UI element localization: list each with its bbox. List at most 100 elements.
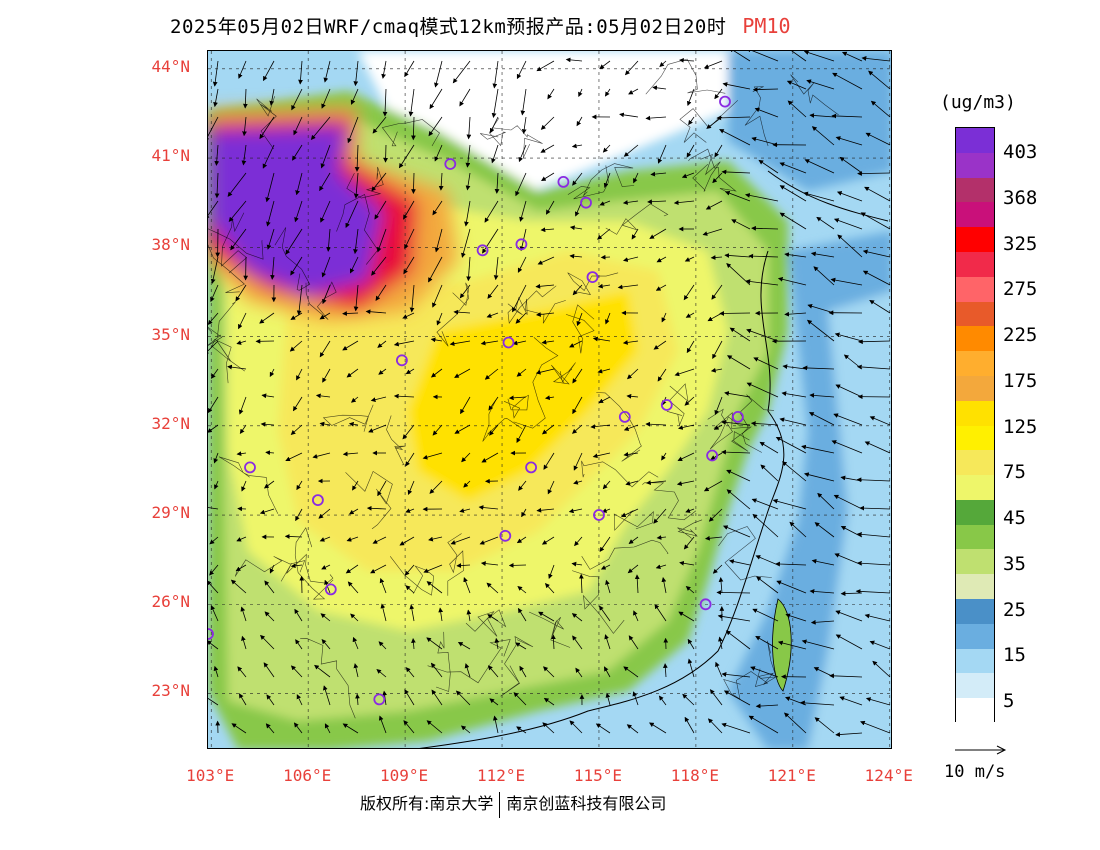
wind-arrow bbox=[811, 126, 835, 146]
wind-arrow bbox=[260, 634, 275, 650]
wind-arrow bbox=[399, 536, 415, 546]
wind-arrow bbox=[408, 88, 415, 117]
wind-arrow bbox=[434, 228, 443, 253]
wind-arrow bbox=[673, 200, 695, 205]
colorbar-segment bbox=[956, 152, 994, 179]
wind-arrow bbox=[748, 253, 779, 259]
wind-arrow bbox=[551, 634, 556, 650]
station-marker bbox=[719, 95, 731, 108]
wind-arrow bbox=[230, 228, 247, 251]
colorbar-segment bbox=[956, 351, 994, 377]
province-boundary bbox=[679, 100, 739, 143]
wind-arrow bbox=[213, 665, 219, 678]
wind-arrow bbox=[592, 452, 611, 459]
wind-arrow bbox=[809, 113, 835, 118]
wind-arrow bbox=[652, 85, 667, 91]
wind-arrow bbox=[752, 513, 779, 538]
wind-arrow bbox=[839, 696, 863, 706]
province-boundary bbox=[645, 58, 726, 95]
wind-arrow bbox=[295, 508, 303, 522]
lat-label: 32°N bbox=[151, 413, 190, 433]
wind-arrow bbox=[393, 340, 415, 347]
wind-arrow bbox=[293, 722, 303, 734]
wind-arrow bbox=[830, 277, 863, 286]
wind-arrow bbox=[784, 712, 807, 734]
wind-arrow bbox=[353, 284, 359, 312]
wind-arrow bbox=[377, 480, 387, 497]
wind-arrow bbox=[543, 452, 555, 470]
wind-arrow bbox=[486, 582, 499, 594]
wind-arrow bbox=[605, 692, 611, 706]
wind-arrow bbox=[650, 171, 667, 177]
wind-arrow bbox=[714, 88, 723, 100]
station-marker bbox=[580, 196, 592, 209]
wind-arrow bbox=[350, 613, 359, 622]
wind-arrow bbox=[322, 368, 331, 383]
wind-arrow bbox=[377, 340, 387, 348]
wind-arrow bbox=[724, 253, 751, 258]
wind-arrow bbox=[368, 424, 387, 433]
colorbar-unit: (ug/m3) bbox=[940, 92, 1016, 113]
wind-arrow bbox=[755, 555, 779, 566]
wind-arrow bbox=[626, 393, 639, 399]
wind-arrow bbox=[512, 340, 527, 346]
wind-arrow bbox=[260, 421, 275, 427]
station-marker bbox=[444, 158, 457, 170]
open-ocean bbox=[808, 291, 891, 748]
wind-arrow bbox=[210, 284, 219, 303]
wind-arrow bbox=[746, 51, 779, 62]
wind-arrow bbox=[259, 116, 275, 140]
wind-arrow bbox=[319, 536, 331, 542]
wind-arrow bbox=[508, 562, 527, 568]
colorbar-segment bbox=[956, 599, 994, 625]
wind-arrow bbox=[352, 636, 359, 650]
wind-arrow bbox=[372, 536, 387, 544]
colorbar-segment bbox=[956, 128, 994, 154]
wind-arrow bbox=[540, 227, 555, 233]
wind-arrow bbox=[494, 172, 500, 194]
pm10-map bbox=[208, 51, 891, 748]
wind-arrow bbox=[836, 191, 863, 202]
wind-arrow bbox=[571, 143, 583, 149]
wind-arrow bbox=[655, 284, 667, 291]
wind-arrow bbox=[831, 440, 863, 454]
wind-arrow bbox=[623, 144, 639, 157]
colorbar-level: 403 bbox=[1003, 141, 1038, 163]
wind-arrow bbox=[411, 638, 416, 650]
wind-arrow bbox=[685, 312, 695, 318]
wind-arrow bbox=[236, 536, 247, 542]
station-marker bbox=[593, 509, 605, 521]
wind-arrow bbox=[515, 172, 527, 197]
wind-arrow bbox=[516, 536, 527, 544]
province-boundary bbox=[515, 296, 566, 324]
colorbar-segment bbox=[956, 375, 994, 402]
station-marker bbox=[312, 494, 324, 507]
station-marker bbox=[502, 336, 515, 349]
wind-arrow bbox=[541, 172, 555, 182]
wind-arrow bbox=[806, 319, 835, 342]
wind-arrow bbox=[632, 691, 639, 706]
wind-arrow bbox=[519, 665, 527, 678]
wind-arrow bbox=[800, 700, 835, 706]
wind-arrow bbox=[750, 666, 779, 678]
wind-arrow bbox=[676, 480, 695, 486]
wind-arrow bbox=[781, 461, 807, 482]
wind-arrow bbox=[865, 132, 891, 146]
wind-arrow bbox=[515, 642, 527, 650]
wind-arrow bbox=[228, 200, 247, 223]
wind-arrow bbox=[865, 697, 891, 706]
wind-arrow bbox=[208, 312, 219, 325]
wind-arrow bbox=[684, 256, 695, 262]
wind-arrow bbox=[346, 536, 359, 542]
wind-arrow bbox=[262, 144, 275, 169]
wind-arrow bbox=[265, 450, 275, 456]
wind-arrow bbox=[285, 228, 303, 255]
wind-arrow bbox=[461, 452, 471, 463]
wind-arrow bbox=[572, 172, 583, 186]
wind-arrow bbox=[599, 605, 611, 622]
wind-arrow bbox=[789, 521, 807, 538]
wind-arrow bbox=[210, 368, 219, 379]
station-marker bbox=[476, 244, 489, 257]
wind-arrow bbox=[312, 452, 331, 459]
wind-arrow bbox=[804, 472, 835, 482]
